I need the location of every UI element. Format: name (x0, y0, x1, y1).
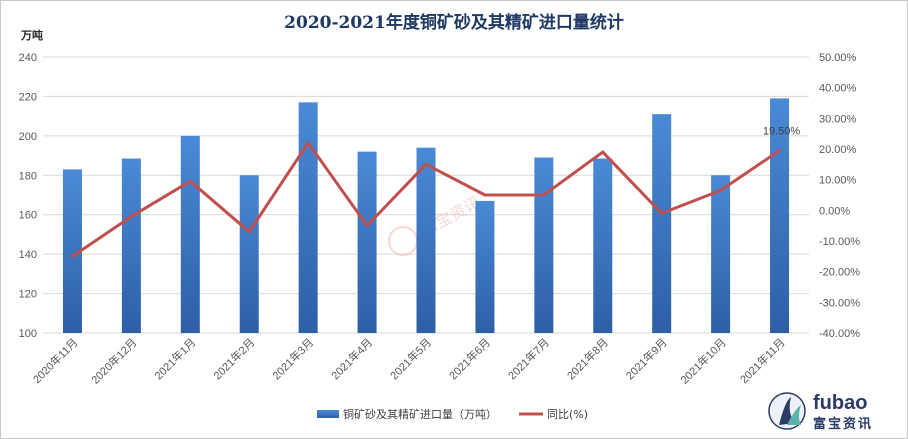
line-point (778, 149, 782, 153)
x-axis-ticks: 2020年11月 2020年12月 2021年1月 2021年2月 2021年3月 202… (30, 335, 788, 386)
bar (475, 200, 495, 333)
line-point (719, 188, 723, 192)
x-tick-label: 2021年2月 (210, 335, 257, 382)
legend-line-label: 同比(%) (547, 408, 588, 421)
bar (652, 114, 672, 334)
chart-title: 2020-2021年度铜矿砂及其精矿进口量统计 (284, 12, 624, 33)
x-tick-label: 2021年5月 (387, 335, 434, 382)
bar (534, 157, 554, 333)
legend-bar-label: 铜矿砂及其精矿进口量（万吨） (343, 407, 497, 421)
left-tick-label: 160 (19, 210, 37, 222)
x-tick-label: 2021年3月 (269, 335, 316, 382)
x-tick-label: 2021年1月 (151, 335, 198, 382)
line-point (660, 211, 664, 215)
legend: 铜矿砂及其精矿进口量（万吨） 同比(%) (317, 407, 588, 421)
line-point (601, 150, 605, 154)
data-label-last: 19.50% (763, 126, 801, 138)
bar (770, 98, 790, 334)
line-point (424, 162, 428, 166)
left-axis-unit: 万吨 (20, 28, 43, 42)
right-tick-label: 30.00% (819, 113, 857, 125)
x-tick-label: 2020年11月 (30, 335, 81, 386)
left-tick-label: 180 (19, 170, 37, 182)
bar (298, 102, 318, 333)
brand-subtitle: 富宝资讯 (813, 416, 873, 432)
x-tick-label: 2021年8月 (564, 335, 611, 382)
right-tick-label: -30.00% (819, 297, 860, 309)
line-point (306, 141, 310, 145)
bar (121, 158, 141, 333)
line-series (70, 141, 782, 258)
watermark-logo-icon (388, 226, 418, 256)
brand-flame-accent-icon (787, 405, 801, 425)
bar (711, 175, 731, 333)
right-tick-label: 10.00% (819, 175, 857, 187)
bar (239, 175, 259, 333)
bar (357, 151, 377, 333)
bar-series (62, 98, 790, 334)
left-tick-label: 200 (19, 131, 37, 143)
x-tick-label: 2020年12月 (88, 335, 139, 386)
left-axis-ticks: 100 120 140 160 180 200 220 240 (19, 52, 37, 340)
left-tick-label: 220 (19, 91, 37, 103)
line-point (129, 214, 133, 218)
right-tick-label: 20.00% (819, 144, 857, 156)
bar (593, 158, 613, 333)
x-tick-label: 2021年10月 (677, 335, 728, 386)
brand-logo: fubao 富宝资讯 (768, 392, 873, 432)
right-tick-label: -20.00% (819, 267, 860, 279)
bar (180, 135, 200, 333)
line-point (188, 179, 192, 183)
x-tick-label: 2021年9月 (623, 335, 670, 382)
bar (62, 169, 82, 333)
bar (416, 147, 436, 333)
line-point (542, 193, 546, 197)
line-point (247, 230, 251, 234)
right-tick-label: -10.00% (819, 236, 860, 248)
x-tick-label: 2021年11月 (737, 335, 788, 386)
x-tick-label: 2021年4月 (328, 335, 375, 382)
left-tick-label: 100 (19, 328, 37, 340)
right-tick-label: 0.00% (819, 205, 850, 217)
legend-bar-swatch (317, 410, 339, 418)
brand-name: fubao (813, 392, 867, 414)
right-tick-label: 50.00% (819, 52, 857, 64)
left-tick-label: 140 (19, 249, 37, 261)
left-tick-label: 240 (19, 52, 37, 64)
x-tick-label: 2021年6月 (446, 335, 493, 382)
right-tick-label: -40.00% (819, 328, 860, 340)
line-point (483, 193, 487, 197)
line-point (365, 224, 369, 228)
left-tick-label: 120 (19, 289, 37, 301)
right-tick-label: 40.00% (819, 83, 857, 95)
right-axis-ticks: -40.00% -30.00% -20.00% -10.00% 0.00% 10.00% 2… (819, 52, 860, 340)
x-tick-label: 2021年7月 (505, 335, 552, 382)
line-point (70, 254, 74, 258)
